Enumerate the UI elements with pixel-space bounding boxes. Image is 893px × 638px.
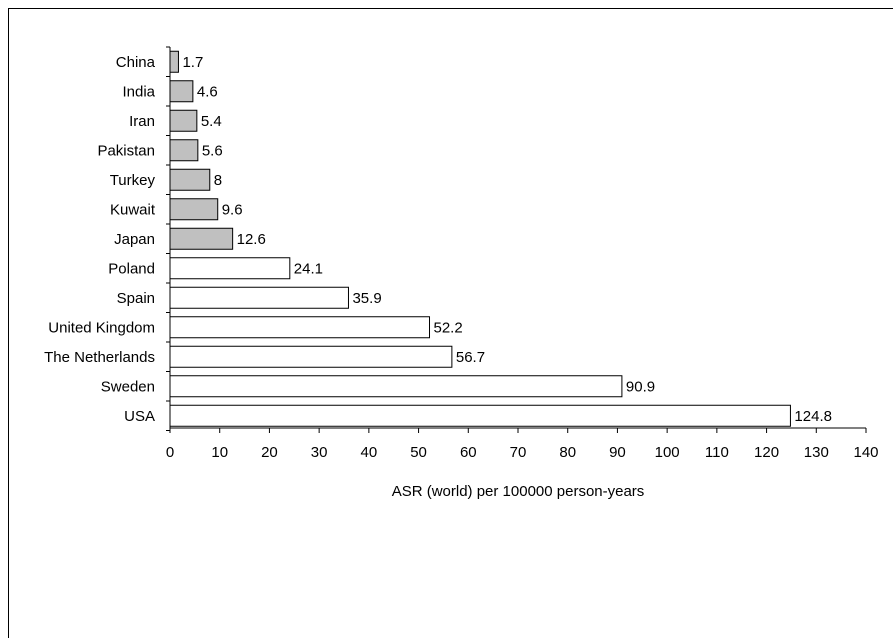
bar-pakistan [169, 139, 199, 162]
x-axis: 0 10 20 30 40 50 60 70 80 90 100 110 120 130 140 [166, 46, 879, 461]
value-label: 5.6 [202, 142, 223, 159]
bar-china [169, 50, 179, 73]
category-label: Japan [114, 231, 155, 248]
x-tick-label: 20 [261, 444, 278, 461]
x-tick-label: 70 [510, 444, 527, 461]
bar-usa [169, 404, 791, 427]
category-label: Spain [117, 290, 155, 307]
value-label: 1.7 [182, 54, 203, 71]
category-label: USA [124, 408, 155, 425]
bar-kuwait [169, 198, 219, 221]
x-tick-label: 40 [361, 444, 378, 461]
category-label: Kuwait [110, 201, 156, 218]
x-tick-label: 60 [460, 444, 477, 461]
bar-chart: China India Iran Pakistan Turkey Kuwait Japan P… [44, 46, 879, 500]
x-tick-label: 100 [655, 444, 680, 461]
category-label: India [122, 83, 155, 100]
category-label: United Kingdom [48, 319, 155, 336]
category-label: Turkey [110, 172, 156, 189]
x-tick-label: 50 [410, 444, 427, 461]
x-tick-label: 90 [609, 444, 626, 461]
x-tick-label: 0 [166, 444, 174, 461]
x-tick-label: 110 [705, 444, 729, 461]
x-tick-label: 120 [754, 444, 779, 461]
bar-poland [169, 257, 291, 280]
value-label: 9.6 [222, 201, 243, 218]
value-label: 56.7 [456, 349, 485, 366]
bar-india [169, 80, 194, 103]
category-label: Iran [129, 113, 155, 130]
value-labels: 1.7 4.6 5.4 5.6 89.6 12.6 24.1 35.9 52.2 56.7 90.9… [182, 54, 832, 425]
x-tick-label: 80 [559, 444, 576, 461]
value-label: 4.6 [197, 83, 218, 100]
value-label: 124.8 [794, 408, 832, 425]
x-tick-label: 30 [311, 444, 328, 461]
bar-sweden [169, 375, 623, 398]
value-label: 12.6 [237, 231, 266, 248]
bar-turkey [169, 168, 211, 191]
bar-united-kingdom [169, 316, 431, 339]
category-label: The Netherlands [44, 349, 155, 366]
category-labels: China India Iran Pakistan Turkey Kuwait Japan P… [44, 54, 156, 425]
bars-group [169, 50, 791, 427]
value-label: 24.1 [294, 260, 323, 277]
value-label: 90.9 [626, 378, 655, 395]
category-label: China [116, 54, 156, 71]
bar-iran [169, 109, 198, 132]
value-label: 52.2 [434, 319, 463, 336]
category-label: Pakistan [97, 142, 155, 159]
chart-frame [8, 8, 893, 638]
bar-spain [169, 286, 349, 309]
bar-the-netherlands [169, 345, 453, 368]
x-axis-label: ASR (world) per 100000 person-years [392, 483, 645, 500]
bar-japan [169, 227, 234, 250]
category-label: Poland [108, 260, 155, 277]
category-label: Sweden [101, 378, 155, 395]
x-tick-label: 140 [853, 444, 878, 461]
value-label: 35.9 [352, 290, 381, 307]
x-tick-label: 130 [804, 444, 829, 461]
x-tick-label: 10 [211, 444, 228, 461]
value-label: 5.4 [201, 113, 222, 130]
value-label: 8 [214, 172, 222, 189]
